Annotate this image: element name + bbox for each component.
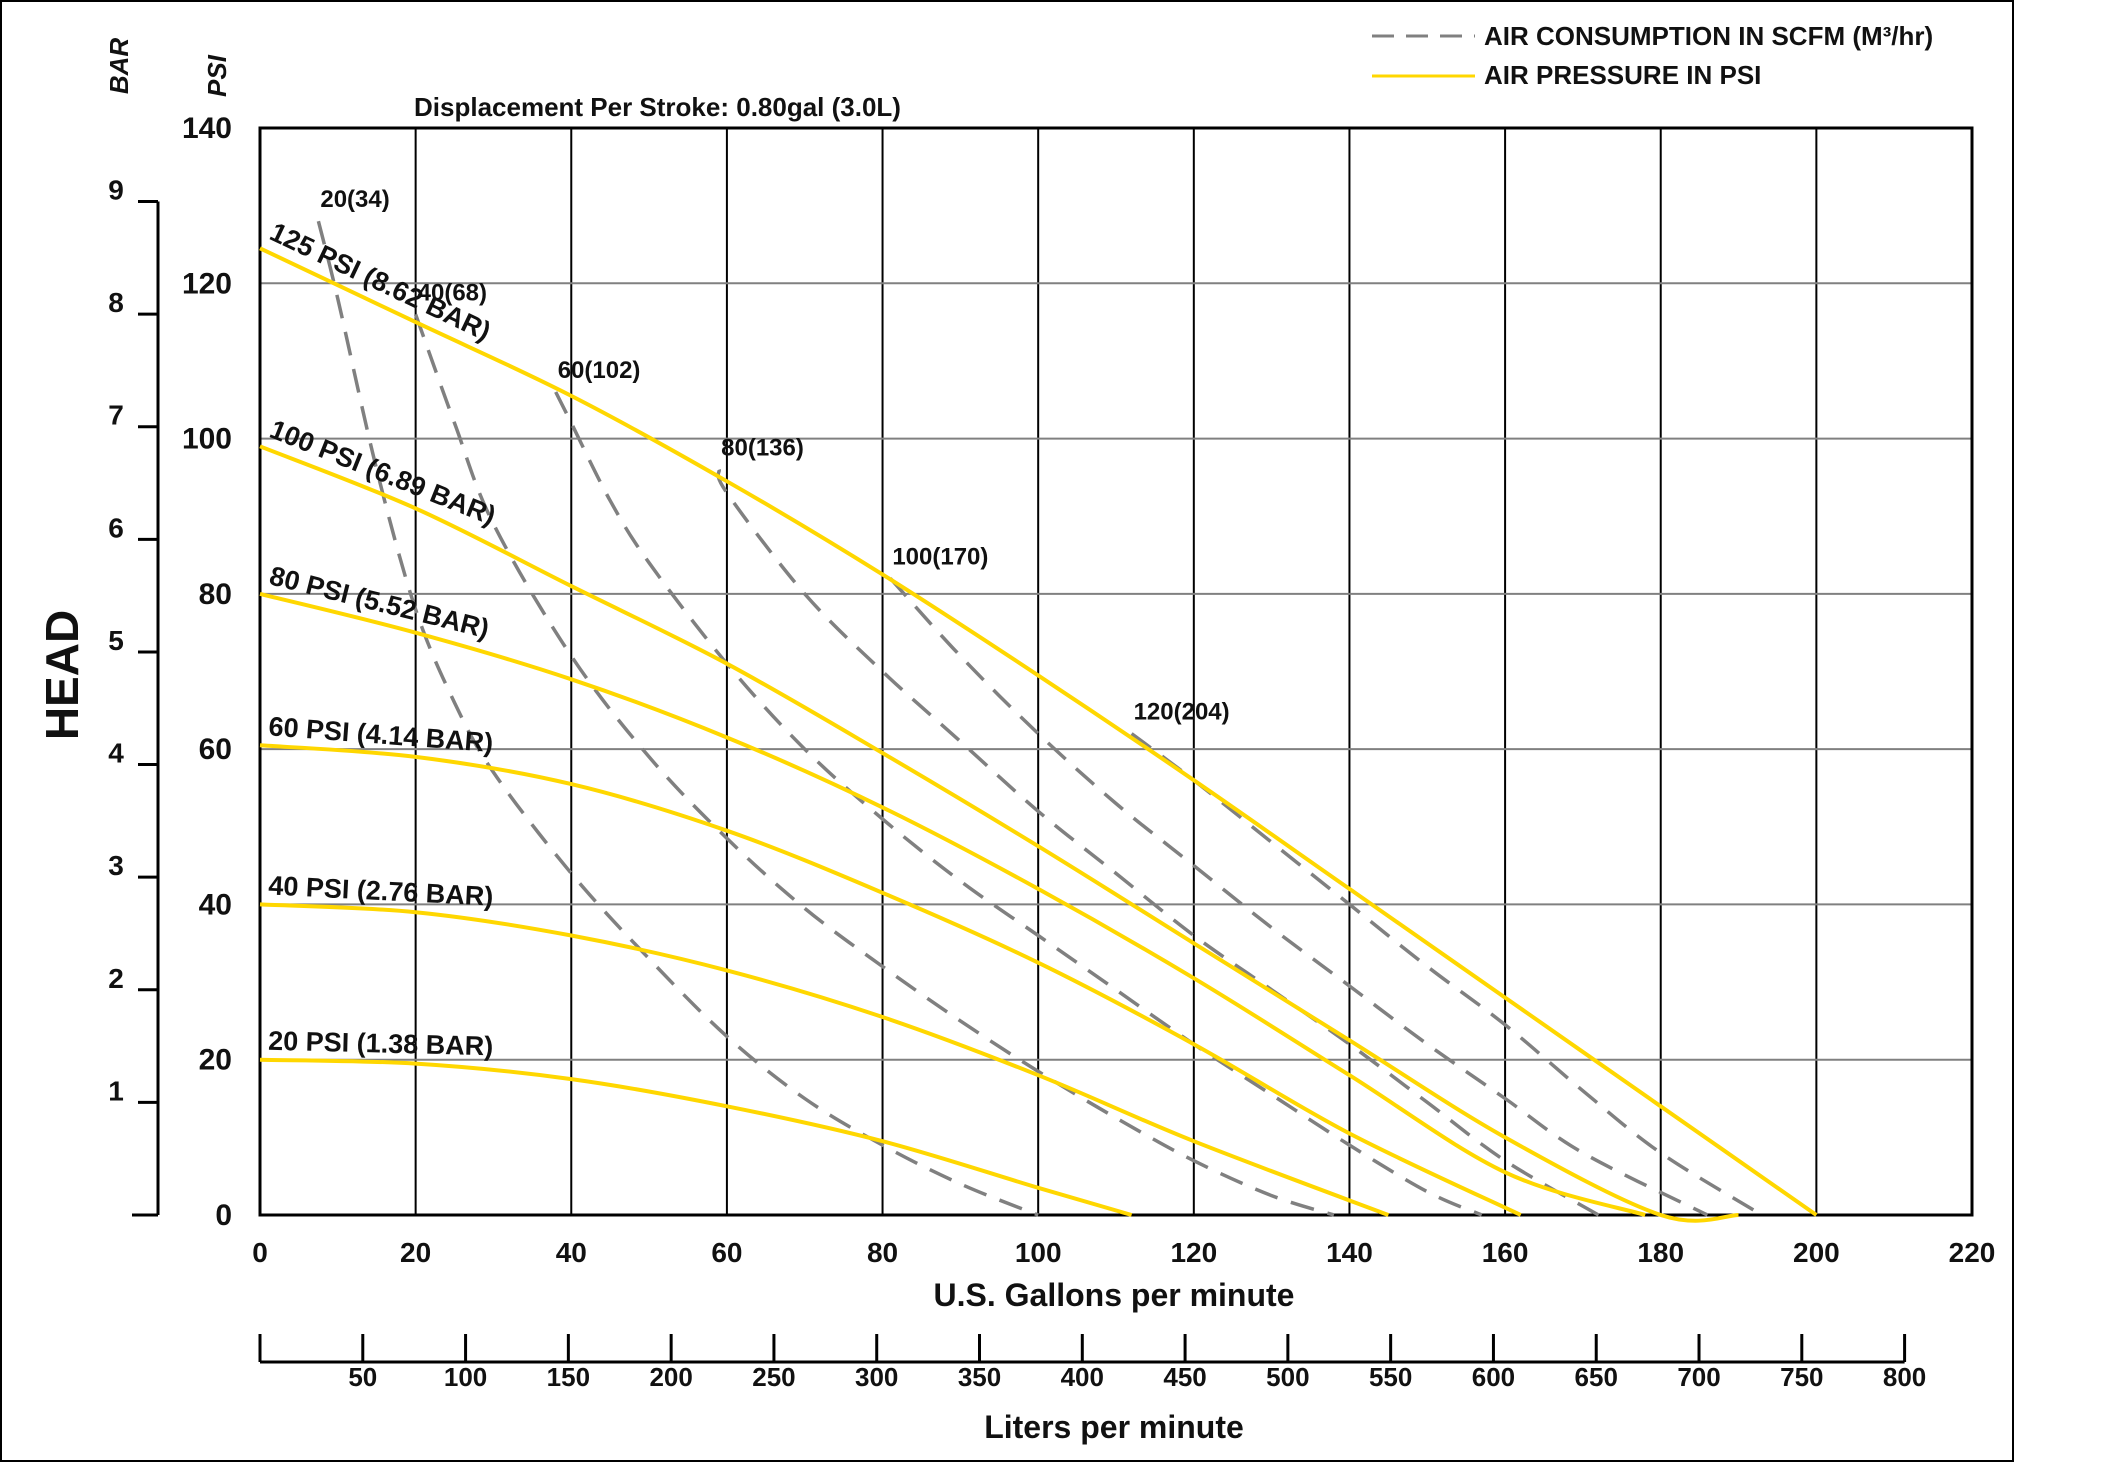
x-tick-label: 180 <box>1637 1237 1684 1268</box>
x-tick-label: 40 <box>556 1237 587 1268</box>
x2-tick-label: 500 <box>1266 1362 1309 1392</box>
x2-tick-label: 800 <box>1883 1362 1926 1392</box>
series-group <box>259 220 1818 1223</box>
plot-border <box>258 126 1974 1217</box>
y-tick-label-psi: 100 <box>182 423 232 456</box>
y-tick-label-bar: 7 <box>108 400 124 431</box>
x2-tick-label: 400 <box>1061 1362 1104 1392</box>
y-tick-label-psi: 80 <box>199 578 232 611</box>
consumption-label-20-34: 20(34) <box>320 186 389 213</box>
x-tick-label: 200 <box>1793 1237 1840 1268</box>
y-tick-label-bar: 3 <box>108 850 124 881</box>
axes: 0 20 40 60 80 100 120 140 160 180 200 2200204060801… <box>108 112 1995 1392</box>
consumption-curve-80-136 <box>716 469 1600 1217</box>
pressure-curve-20-psi-1-38-bar <box>259 1057 1133 1217</box>
consumption-label-60-102: 60(102) <box>558 357 641 384</box>
x2-tick-label: 100 <box>444 1362 487 1392</box>
x2-tick-label: 350 <box>958 1362 1001 1392</box>
x-tick-label: 80 <box>867 1237 898 1268</box>
grid <box>260 128 1972 1215</box>
pressure-curve-125-psi-8-62-bar <box>259 246 1818 1217</box>
y-axis-unit-psi: PSI <box>202 54 232 97</box>
y-tick-label-bar: 4 <box>108 738 124 769</box>
x-tick-label: 100 <box>1015 1237 1062 1268</box>
y-axis-title: HEAD <box>36 610 88 740</box>
y-tick-label-psi: 140 <box>182 112 232 145</box>
x-axis-secondary-title: Liters per minute <box>984 1409 1244 1445</box>
consumption-curve-20-34 <box>316 220 1039 1217</box>
x-tick-label: 60 <box>711 1237 742 1268</box>
y-tick-label-bar: 8 <box>108 287 124 318</box>
x2-tick-label: 250 <box>752 1362 795 1392</box>
x-tick-label: 20 <box>400 1237 431 1268</box>
x-tick-label: 160 <box>1482 1237 1529 1268</box>
x-axis-title: U.S. Gallons per minute <box>934 1277 1295 1313</box>
y-tick-label-bar: 5 <box>108 625 124 656</box>
y-tick-label-psi: 0 <box>215 1199 232 1232</box>
x2-tick-label: 450 <box>1163 1362 1206 1392</box>
y-tick-label-psi: 40 <box>199 888 232 921</box>
x-tick-label: 140 <box>1326 1237 1373 1268</box>
y-tick-label-bar: 9 <box>108 174 124 205</box>
x-tick-label: 220 <box>1949 1237 1996 1268</box>
y-axis-unit-bar: BAR <box>104 38 134 95</box>
x2-tick-label: 300 <box>855 1362 898 1392</box>
consumption-label-80-136: 80(136) <box>721 435 804 462</box>
consumption-curve-40-68 <box>413 313 1335 1217</box>
x2-tick-label: 50 <box>348 1362 377 1392</box>
y-tick-label-psi: 120 <box>182 267 232 300</box>
pressure-curve-60-psi-4-14-bar <box>259 743 1522 1217</box>
consumption-label-120-204: 120(204) <box>1134 699 1230 726</box>
legend-consumption-label: AIR CONSUMPTION IN SCFM (M³/hr) <box>1484 21 1933 51</box>
x2-tick-label: 600 <box>1472 1362 1515 1392</box>
x2-tick-label: 750 <box>1780 1362 1823 1392</box>
legend-pressure-label: AIR PRESSURE IN PSI <box>1484 60 1761 90</box>
consumption-curve-60-102 <box>554 391 1483 1217</box>
x2-tick-label: 200 <box>649 1362 692 1392</box>
pressure-curve-40-psi-2-76-bar <box>259 902 1390 1217</box>
pressure-label-20-psi-1-38-bar: 20 PSI (1.38 BAR) <box>268 1026 494 1062</box>
y-tick-label-psi: 60 <box>199 733 232 766</box>
x-tick-label: 120 <box>1170 1237 1217 1268</box>
x2-tick-label: 150 <box>547 1362 590 1392</box>
legend: AIR CONSUMPTION IN SCFM (M³/hr) AIR PRES… <box>1372 21 1933 90</box>
x-tick-label: 0 <box>252 1237 268 1268</box>
x2-tick-label: 550 <box>1369 1362 1412 1392</box>
x2-tick-label: 650 <box>1575 1362 1618 1392</box>
consumption-curve-100-170 <box>888 577 1709 1217</box>
y-tick-label-psi: 20 <box>199 1044 232 1077</box>
pressure-curve-80-psi-5-52-bar <box>259 591 1646 1217</box>
y-tick-label-bar: 1 <box>108 1075 124 1106</box>
pressure-curve-100-psi-6-89-bar <box>259 444 1739 1223</box>
consumption-label-40-68: 40(68) <box>418 279 487 306</box>
consumption-label-100-170: 100(170) <box>892 543 988 570</box>
y-tick-label-bar: 6 <box>108 512 124 543</box>
x2-tick-label: 700 <box>1677 1362 1720 1392</box>
consumption-curve-120-204 <box>1130 732 1763 1217</box>
y-tick-label-bar: 2 <box>108 963 124 994</box>
chart-subtitle: Displacement Per Stroke: 0.80gal (3.0L) <box>414 92 901 122</box>
